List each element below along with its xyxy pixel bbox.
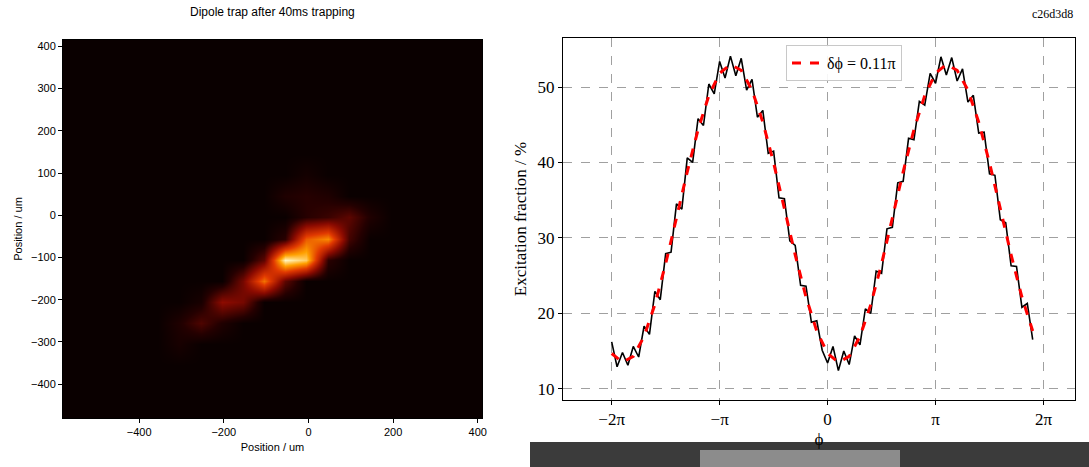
- svg-text:0: 0: [50, 209, 56, 221]
- svg-text:c26d3d8: c26d3d8: [1032, 7, 1073, 21]
- svg-text:−100: −100: [31, 251, 56, 263]
- svg-text:Position / um: Position / um: [12, 197, 24, 261]
- svg-text:10: 10: [538, 380, 555, 399]
- svg-text:50: 50: [538, 78, 555, 97]
- svg-text:−2π: −2π: [598, 410, 625, 429]
- svg-text:−200: −200: [211, 426, 236, 438]
- svg-text:ϕ: ϕ: [815, 430, 824, 449]
- svg-text:20: 20: [538, 304, 555, 323]
- svg-text:400: 400: [469, 426, 487, 438]
- svg-text:2π: 2π: [1035, 410, 1053, 429]
- svg-text:δϕ = 0.11π: δϕ = 0.11π: [827, 55, 895, 73]
- svg-text:−300: −300: [31, 336, 56, 348]
- svg-text:400: 400: [37, 40, 55, 52]
- svg-text:40: 40: [538, 153, 555, 172]
- svg-text:300: 300: [37, 82, 55, 94]
- svg-text:0: 0: [823, 410, 832, 429]
- svg-text:−200: −200: [31, 294, 56, 306]
- svg-text:−π: −π: [711, 410, 730, 429]
- svg-text:π: π: [931, 410, 940, 429]
- svg-text:−400: −400: [127, 426, 152, 438]
- svg-text:30: 30: [538, 229, 555, 248]
- svg-text:−400: −400: [31, 378, 56, 390]
- svg-text:Dipole trap after 40ms trappin: Dipole trap after 40ms trapping: [190, 5, 355, 19]
- svg-text:200: 200: [384, 426, 402, 438]
- svg-text:Excitation fraction / %: Excitation fraction / %: [511, 142, 530, 296]
- svg-text:0: 0: [305, 426, 311, 438]
- svg-text:100: 100: [37, 167, 55, 179]
- svg-text:Position / um: Position / um: [241, 441, 305, 453]
- svg-text:200: 200: [37, 125, 55, 137]
